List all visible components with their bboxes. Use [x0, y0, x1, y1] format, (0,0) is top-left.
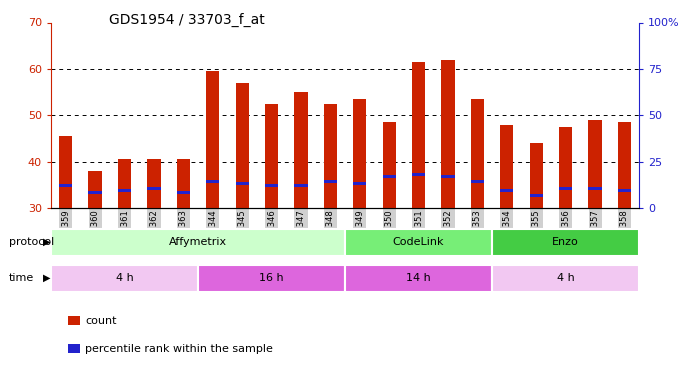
Bar [492, 229, 639, 256]
Bar [198, 265, 345, 292]
Bar [118, 189, 131, 192]
Text: time: time [9, 273, 34, 283]
Bar [383, 122, 396, 208]
Bar [471, 180, 484, 183]
Bar [265, 184, 278, 187]
Bar [441, 60, 455, 208]
Bar [294, 184, 307, 187]
Bar [118, 159, 131, 208]
Text: 16 h: 16 h [259, 273, 284, 283]
Bar [412, 172, 425, 176]
Bar [88, 191, 102, 194]
Bar [618, 122, 631, 208]
Text: 4 h: 4 h [116, 273, 133, 283]
Bar [59, 184, 72, 187]
Bar [265, 104, 278, 208]
Bar [441, 175, 455, 178]
Bar [559, 186, 573, 190]
Bar [345, 229, 492, 256]
Bar [588, 186, 602, 190]
Bar [235, 182, 249, 185]
Bar [294, 92, 307, 208]
Text: 4 h: 4 h [557, 273, 575, 283]
Text: Affymetrix: Affymetrix [169, 237, 227, 247]
Bar [353, 182, 367, 185]
Bar [383, 175, 396, 178]
Bar [148, 159, 160, 208]
Text: CodeLink: CodeLink [393, 237, 444, 247]
Text: protocol: protocol [9, 237, 54, 247]
Bar [471, 99, 484, 208]
Bar [530, 143, 543, 208]
Bar [88, 171, 102, 208]
Bar [559, 127, 573, 208]
Bar [177, 191, 190, 194]
Bar [235, 83, 249, 208]
Bar [51, 265, 198, 292]
Bar [530, 194, 543, 196]
Bar [618, 189, 631, 192]
Bar [500, 124, 513, 208]
Bar [353, 99, 367, 208]
Text: Enzo: Enzo [552, 237, 579, 247]
Bar [412, 62, 425, 208]
Text: percentile rank within the sample: percentile rank within the sample [85, 344, 273, 354]
Bar [500, 189, 513, 192]
Bar [492, 265, 639, 292]
Text: GDS1954 / 33703_f_at: GDS1954 / 33703_f_at [109, 13, 265, 27]
Bar [588, 120, 602, 208]
Bar [148, 186, 160, 190]
Bar [206, 180, 220, 183]
Text: 14 h: 14 h [406, 273, 431, 283]
Bar [59, 136, 72, 208]
Bar [206, 71, 220, 208]
Bar [51, 229, 345, 256]
Bar [345, 265, 492, 292]
Text: count: count [85, 316, 116, 326]
Text: ▶: ▶ [42, 273, 50, 283]
Bar [324, 180, 337, 183]
Bar [177, 159, 190, 208]
Text: ▶: ▶ [42, 237, 50, 247]
Bar [324, 104, 337, 208]
